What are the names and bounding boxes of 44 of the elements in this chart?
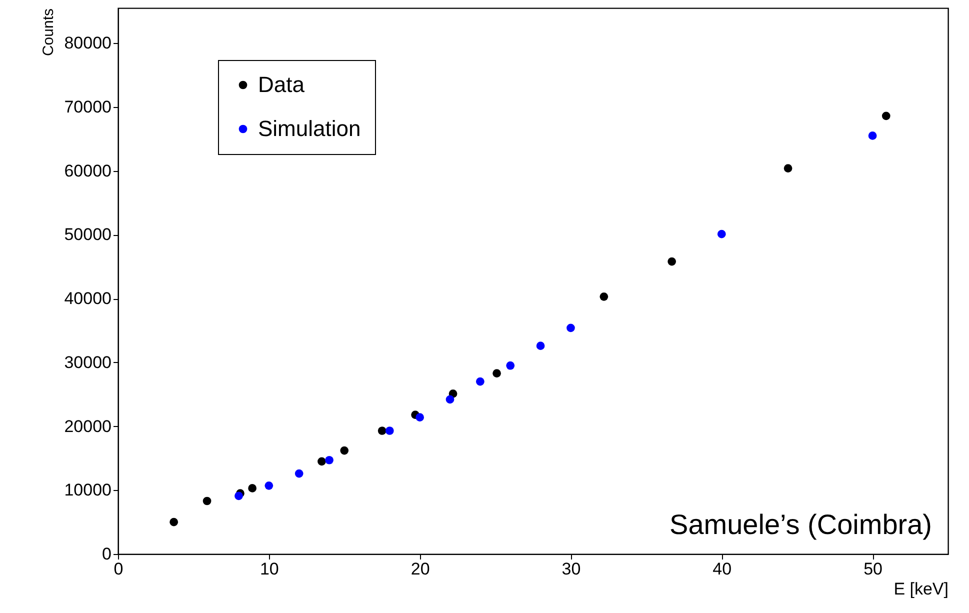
point bbox=[668, 257, 676, 266]
point bbox=[325, 456, 334, 464]
point bbox=[170, 518, 178, 526]
point bbox=[202, 496, 212, 506]
y-tick-label: 80000 bbox=[64, 34, 112, 53]
point bbox=[416, 413, 424, 422]
point bbox=[378, 426, 386, 435]
y-tick-label: 20000 bbox=[64, 416, 112, 436]
point bbox=[476, 377, 484, 386]
point bbox=[717, 230, 726, 238]
point bbox=[340, 446, 349, 455]
x-tick-label: 10 bbox=[260, 560, 279, 578]
point bbox=[868, 132, 877, 140]
y-tick-label: 0 bbox=[102, 544, 112, 564]
point bbox=[882, 112, 890, 120]
point bbox=[536, 342, 545, 350]
annotation: Samuele’s (Coimbra) bbox=[670, 509, 932, 540]
point bbox=[506, 361, 515, 370]
y-tick-label: 30000 bbox=[64, 352, 112, 372]
y-tick-label: 70000 bbox=[64, 97, 112, 116]
point bbox=[600, 292, 608, 301]
point bbox=[248, 484, 256, 492]
point bbox=[318, 457, 326, 466]
y-axis-title: Counts bbox=[40, 8, 58, 56]
x-tick-label: 50 bbox=[864, 560, 883, 578]
legend-label: Data bbox=[258, 72, 306, 97]
x-axis-title: E [keV] bbox=[894, 580, 948, 598]
x-tick-label: 0 bbox=[114, 560, 124, 578]
legend-label: Simulation bbox=[258, 116, 361, 141]
y-tick-label: 50000 bbox=[64, 225, 112, 244]
point bbox=[264, 481, 274, 490]
point bbox=[784, 164, 792, 172]
x-tick-label: 20 bbox=[410, 560, 430, 578]
point bbox=[446, 395, 454, 404]
point bbox=[294, 469, 304, 478]
y-tick-label: 60000 bbox=[64, 161, 112, 180]
point bbox=[234, 492, 243, 500]
x-tick-label: 40 bbox=[712, 560, 732, 578]
y-tick-label: 10000 bbox=[64, 480, 112, 500]
point bbox=[385, 426, 394, 435]
x-tick-label: 30 bbox=[562, 560, 581, 578]
y-tick-label: 40000 bbox=[64, 289, 112, 308]
point bbox=[492, 369, 501, 378]
point bbox=[566, 324, 575, 332]
